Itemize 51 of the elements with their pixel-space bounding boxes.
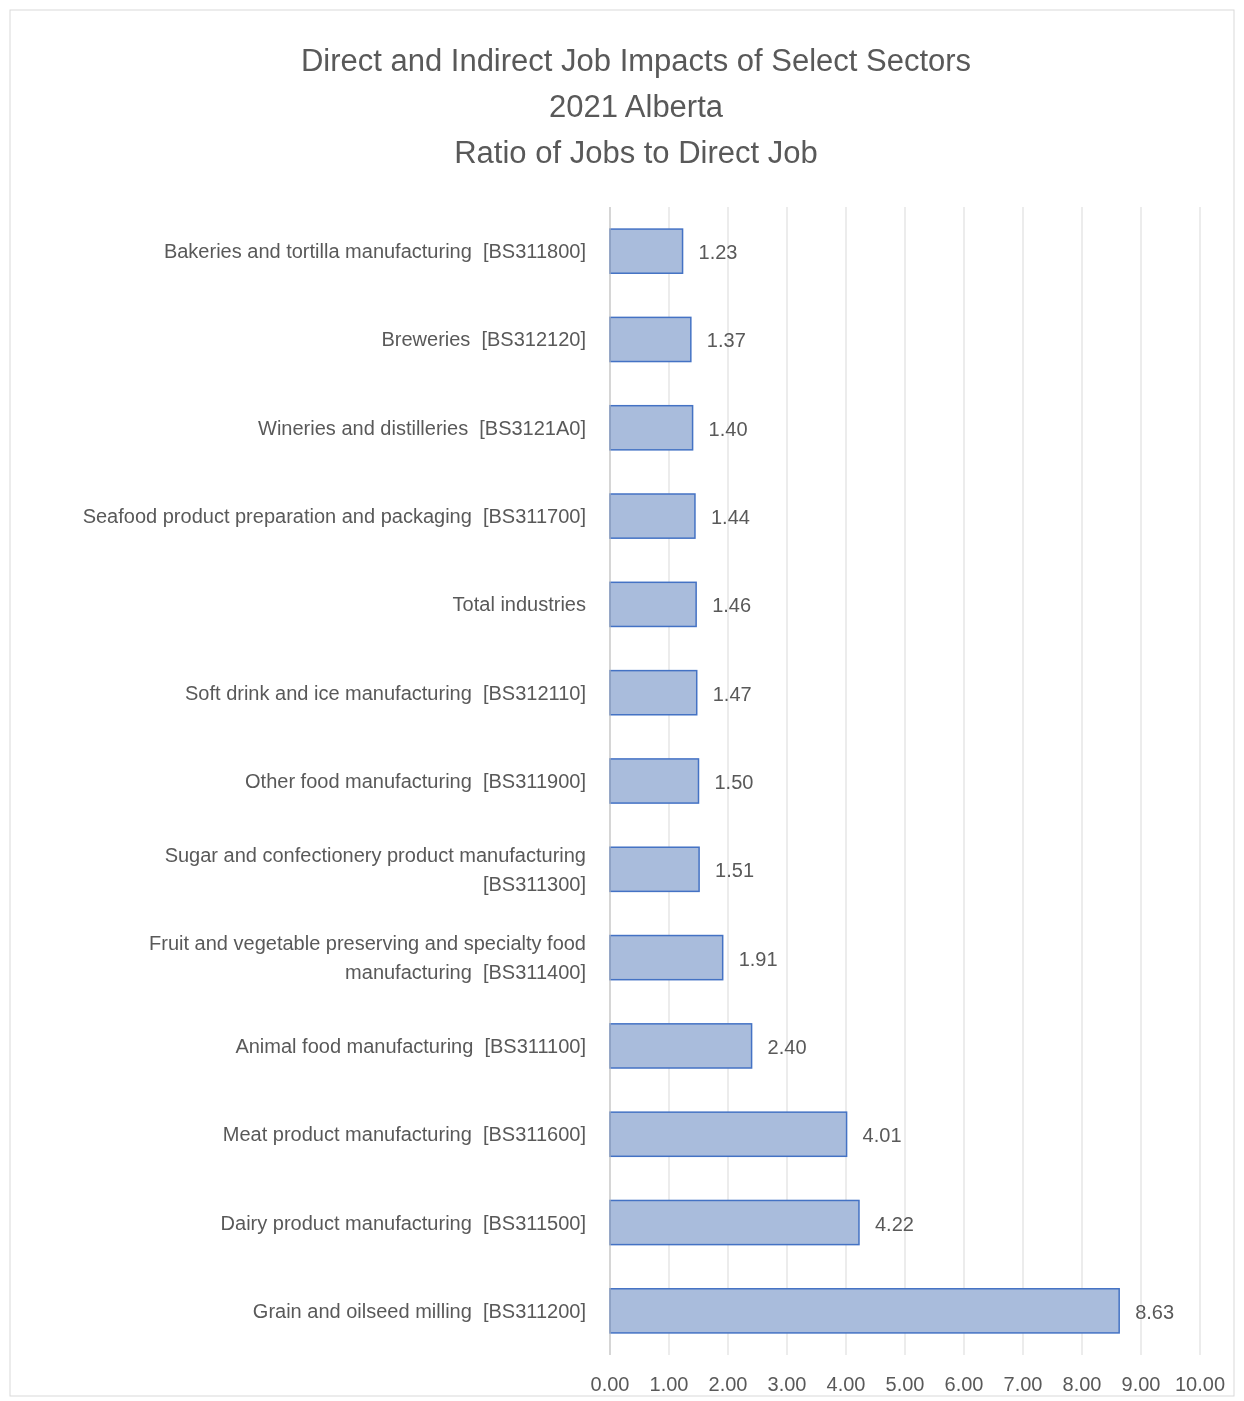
bar xyxy=(609,934,724,981)
data-label: 4.22 xyxy=(874,1212,914,1235)
x-tick-label: 10.00 xyxy=(1174,1373,1226,1395)
chart-title: Direct and Indirect Job Impacts of Select Sectors 2021 Alberta Ratio of Jobs to Direct Job xyxy=(300,43,972,170)
data-label: 1.46 xyxy=(712,594,752,617)
data-label: 8.63 xyxy=(1135,1300,1175,1323)
data-label: 1.47 xyxy=(712,682,752,705)
x-tick-label: 9.00 xyxy=(1121,1373,1161,1395)
bar xyxy=(609,1023,753,1069)
y-tick-label: Grain and oilseed milling [BS311200] xyxy=(252,1299,586,1322)
y-tick-label: Sugar and confectionery product manufacturing [BS311300] xyxy=(164,843,586,895)
x-tick-label: 8.00 xyxy=(1062,1373,1102,1395)
y-tick-label: Meat product manufacturing [BS311600] xyxy=(222,1123,586,1146)
bar xyxy=(609,846,700,893)
bar xyxy=(609,669,698,716)
x-tick-label: 3.00 xyxy=(767,1373,807,1395)
x-tick-label: 2.00 xyxy=(708,1373,748,1395)
data-label: 1.40 xyxy=(708,417,748,440)
x-tick-label: 7.00 xyxy=(1003,1373,1043,1395)
bar xyxy=(609,1111,848,1158)
x-tick-label: 6.00 xyxy=(944,1373,984,1395)
y-tick-label: Fruit and vegetable preserving and specialty food manufacturing [BS311400] xyxy=(149,932,586,984)
data-label: 1.23 xyxy=(698,241,738,264)
y-tick-label: Total industries xyxy=(452,593,586,616)
data-label: 4.01 xyxy=(862,1124,902,1147)
bar xyxy=(609,493,696,539)
x-tick-label: 1.00 xyxy=(649,1373,689,1395)
bar xyxy=(609,404,694,451)
bar xyxy=(609,758,700,804)
bar xyxy=(609,228,684,274)
x-tick-label: 5.00 xyxy=(885,1373,925,1395)
y-tick-label: Other food manufacturing [BS311900] xyxy=(245,770,586,792)
data-label: 1.44 xyxy=(710,506,750,529)
data-label: 1.51 xyxy=(715,859,755,882)
data-label: 2.40 xyxy=(767,1035,807,1058)
data-label: 1.37 xyxy=(706,329,746,352)
x-tick-label: 4.00 xyxy=(826,1373,866,1395)
y-tick-label: Soft drink and ice manufacturing [BS312110] xyxy=(185,681,586,704)
bar xyxy=(609,316,692,363)
bar xyxy=(609,581,697,628)
bar xyxy=(609,1288,1120,1334)
y-tick-label: Wineries and distilleries [BS3121A0] xyxy=(258,416,586,439)
y-tick-label: Animal food manufacturing [BS311100] xyxy=(235,1034,586,1057)
data-label: 1.50 xyxy=(714,771,754,793)
y-tick-label: Dairy product manufacturing [BS311500] xyxy=(220,1211,586,1234)
y-tick-label: Bakeries and tortilla manufacturing [BS311800] xyxy=(163,240,586,263)
bar xyxy=(609,1199,860,1246)
x-tick-label: 0.00 xyxy=(590,1373,630,1395)
y-tick-label: Breweries [BS312120] xyxy=(381,328,586,351)
y-tick-label: Seafood product preparation and packaging [BS311700] xyxy=(82,505,586,528)
data-label: 1.91 xyxy=(738,947,778,970)
